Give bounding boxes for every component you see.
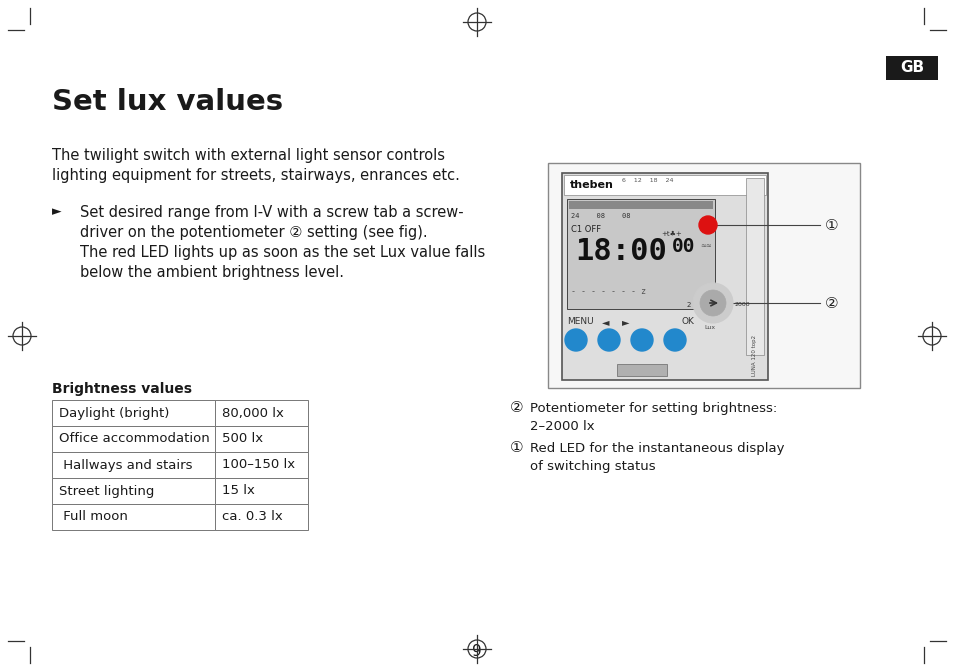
Circle shape bbox=[630, 329, 652, 351]
Bar bbox=[214, 426, 308, 452]
Bar bbox=[547, 163, 859, 388]
Bar bbox=[745, 178, 763, 355]
Text: Red LED for the instantaneous display: Red LED for the instantaneous display bbox=[530, 442, 783, 455]
Text: 9: 9 bbox=[472, 645, 481, 660]
Bar bbox=[617, 364, 666, 376]
Bar bbox=[52, 400, 214, 426]
Text: 2000: 2000 bbox=[734, 303, 750, 307]
Text: C1 OFF: C1 OFF bbox=[571, 225, 600, 234]
Text: Office accommodation: Office accommodation bbox=[59, 433, 210, 446]
Text: ►: ► bbox=[621, 317, 629, 327]
Bar bbox=[566, 199, 714, 309]
Text: LUNA 120 top2: LUNA 120 top2 bbox=[752, 335, 757, 376]
Text: ca. 0.3 lx: ca. 0.3 lx bbox=[222, 511, 282, 523]
Text: The red LED lights up as soon as the set Lux value falls: The red LED lights up as soon as the set… bbox=[80, 245, 485, 260]
Text: Street lighting: Street lighting bbox=[59, 484, 154, 497]
Text: OK: OK bbox=[681, 317, 694, 326]
Text: 500 lx: 500 lx bbox=[222, 433, 263, 446]
Text: MENU: MENU bbox=[566, 317, 593, 326]
Text: 15 lx: 15 lx bbox=[222, 484, 254, 497]
Bar bbox=[563, 175, 765, 195]
Circle shape bbox=[663, 329, 685, 351]
Text: Set lux values: Set lux values bbox=[52, 88, 283, 116]
Text: ②: ② bbox=[824, 295, 838, 311]
Bar bbox=[52, 478, 214, 504]
Text: GB: GB bbox=[899, 60, 923, 76]
Text: 00: 00 bbox=[671, 237, 695, 256]
Text: Daylight (bright): Daylight (bright) bbox=[59, 407, 170, 419]
Circle shape bbox=[699, 216, 717, 234]
Bar bbox=[214, 478, 308, 504]
Bar bbox=[52, 426, 214, 452]
Text: ①: ① bbox=[824, 217, 838, 232]
Text: Set desired range from I-V with a screw tab a screw-: Set desired range from I-V with a screw … bbox=[80, 205, 463, 220]
Text: of switching status: of switching status bbox=[530, 460, 655, 473]
Text: Brightness values: Brightness values bbox=[52, 382, 192, 396]
Text: ②: ② bbox=[510, 400, 523, 415]
Text: lighting equipment for streets, stairways, enrances etc.: lighting equipment for streets, stairway… bbox=[52, 168, 459, 183]
Text: ►: ► bbox=[52, 205, 62, 218]
Bar bbox=[52, 452, 214, 478]
Text: Potentiometer for setting brightness:: Potentiometer for setting brightness: bbox=[530, 402, 777, 415]
Text: ◄: ◄ bbox=[601, 317, 609, 327]
Text: 2–2000 lx: 2–2000 lx bbox=[530, 420, 594, 433]
Text: ≈≈: ≈≈ bbox=[700, 243, 711, 249]
Text: 6    12    18    24: 6 12 18 24 bbox=[621, 178, 673, 183]
Circle shape bbox=[700, 290, 725, 316]
Text: 2: 2 bbox=[686, 302, 690, 308]
Circle shape bbox=[564, 329, 586, 351]
Bar bbox=[561, 173, 767, 380]
Text: below the ambient brightness level.: below the ambient brightness level. bbox=[80, 265, 344, 280]
Text: 24    08    08: 24 08 08 bbox=[571, 213, 630, 219]
Bar bbox=[52, 504, 214, 530]
Bar bbox=[214, 504, 308, 530]
Text: Full moon: Full moon bbox=[59, 511, 128, 523]
Text: +t♣+: +t♣+ bbox=[660, 231, 681, 237]
Text: 80,000 lx: 80,000 lx bbox=[222, 407, 284, 419]
Text: The twilight switch with external light sensor controls: The twilight switch with external light … bbox=[52, 148, 444, 163]
Text: - - - - - - - z: - - - - - - - z bbox=[571, 287, 645, 296]
Bar bbox=[214, 400, 308, 426]
Circle shape bbox=[598, 329, 619, 351]
Text: theben: theben bbox=[569, 180, 613, 190]
Text: 100–150 lx: 100–150 lx bbox=[222, 458, 294, 472]
Text: ①: ① bbox=[510, 440, 523, 455]
Text: driver on the potentiometer ② setting (see fig).: driver on the potentiometer ② setting (s… bbox=[80, 225, 427, 240]
Bar bbox=[568, 201, 712, 209]
Text: Hallways and stairs: Hallways and stairs bbox=[59, 458, 193, 472]
Bar bbox=[214, 452, 308, 478]
Circle shape bbox=[692, 283, 732, 323]
Bar bbox=[885, 56, 937, 80]
Text: 18:00: 18:00 bbox=[575, 237, 666, 266]
Text: Lux: Lux bbox=[703, 325, 715, 330]
